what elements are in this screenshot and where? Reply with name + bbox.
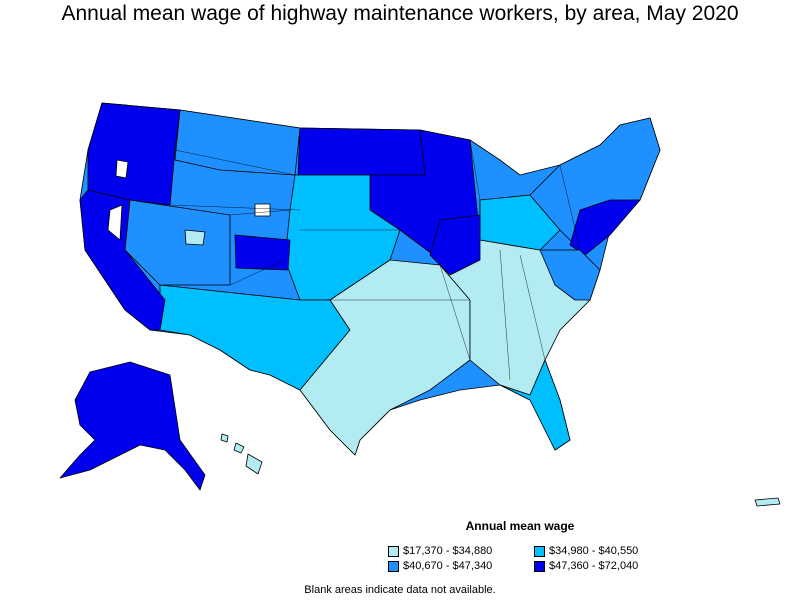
legend-label: $17,370 - $34,880 bbox=[403, 545, 493, 557]
legend-item: $17,370 - $34,880 bbox=[388, 545, 492, 557]
region-hawaii bbox=[245, 453, 263, 475]
region-florida bbox=[499, 359, 571, 451]
no-data-area bbox=[184, 229, 206, 246]
legend-label: $40,670 - $47,340 bbox=[403, 560, 493, 572]
legend-swatch bbox=[388, 560, 399, 572]
legend-item: $40,670 - $47,340 bbox=[388, 560, 492, 572]
map-interior-lines bbox=[169, 139, 581, 381]
legend-item: $47,360 - $72,040 bbox=[534, 560, 638, 572]
legend-swatch bbox=[534, 545, 545, 557]
region-alaska bbox=[59, 361, 206, 491]
map-title: Annual mean wage of highway maintenance … bbox=[61, 2, 739, 25]
region-montana bbox=[174, 109, 301, 176]
footnote: Blank areas indicate data not available. bbox=[304, 584, 496, 596]
legend-label: $47,360 - $72,040 bbox=[549, 560, 639, 572]
no-data-area bbox=[254, 203, 271, 217]
region-mid-atlantic bbox=[569, 199, 641, 256]
region-great-basin bbox=[124, 199, 231, 286]
legend-item: $34,980 - $40,550 bbox=[534, 545, 638, 557]
region-north-dakota bbox=[297, 127, 426, 176]
region-hawaii bbox=[220, 433, 229, 443]
no-data-area bbox=[107, 204, 123, 241]
legend-title: Annual mean wage bbox=[465, 519, 575, 533]
region-great-lakes bbox=[429, 214, 481, 276]
region-colorado bbox=[234, 234, 291, 271]
region-hawaii bbox=[233, 442, 245, 454]
legend-swatch bbox=[534, 560, 545, 572]
legend-label: $34,980 - $40,550 bbox=[549, 545, 639, 557]
region-puerto-rico bbox=[754, 497, 781, 507]
legend-swatch bbox=[388, 545, 399, 557]
region-southwest bbox=[159, 284, 351, 391]
no-data-area bbox=[115, 159, 129, 179]
region-pacific-northwest bbox=[87, 102, 181, 206]
